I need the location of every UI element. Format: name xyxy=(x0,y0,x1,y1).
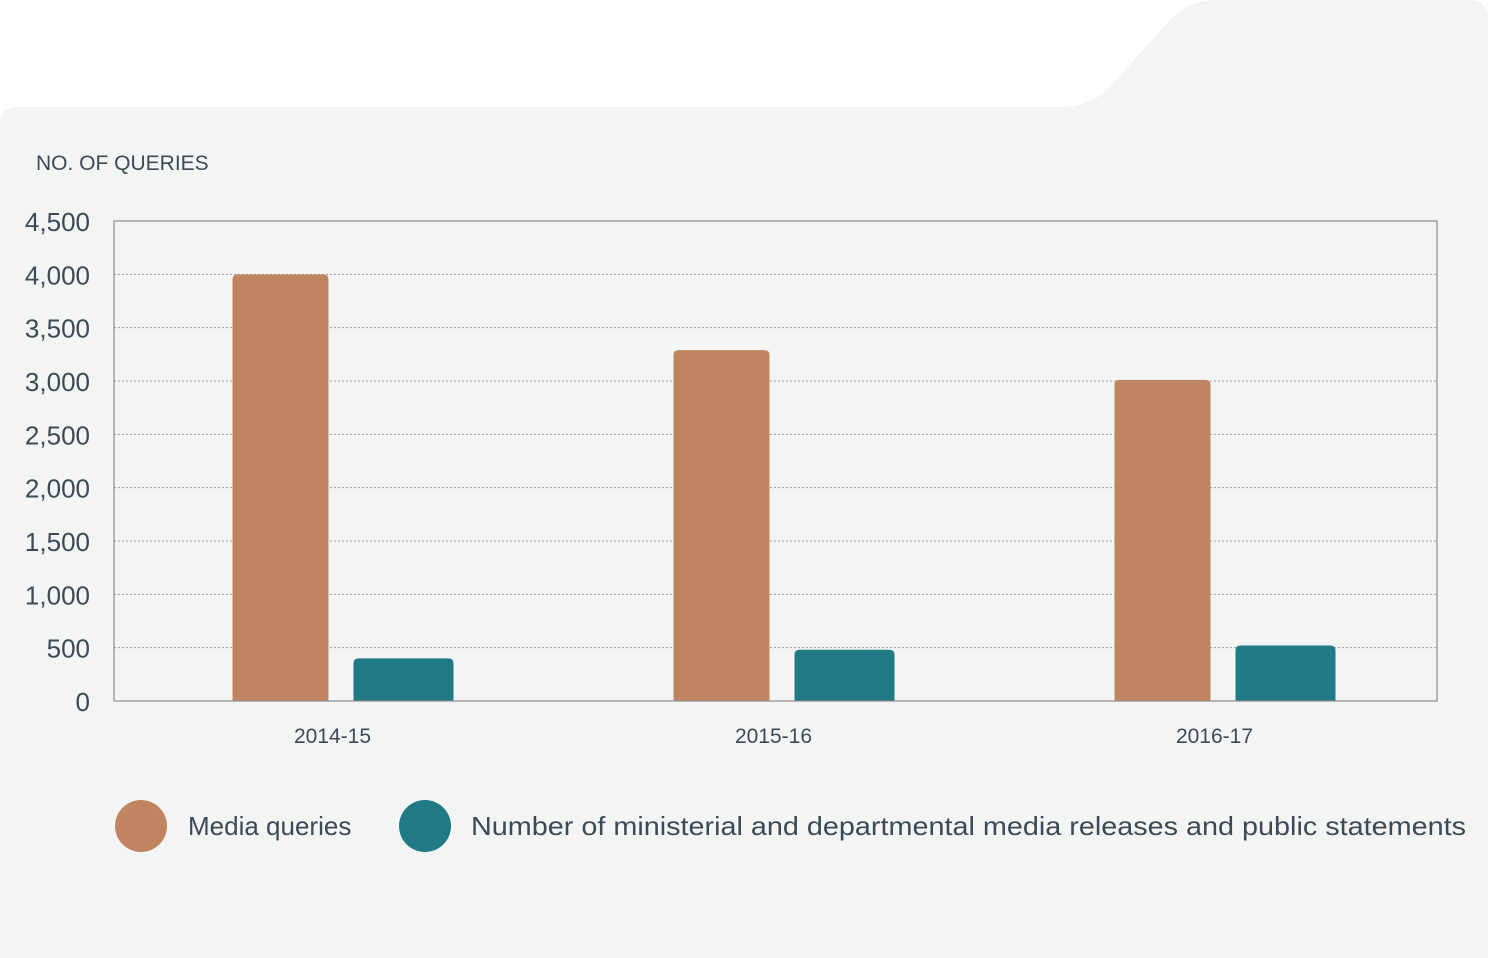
bar-media-queries xyxy=(232,274,329,701)
legend-swatch-media-queries xyxy=(115,800,167,852)
bar-media-releases xyxy=(1235,645,1336,701)
y-tick-label: 2,500 xyxy=(25,420,90,450)
bar-media-releases xyxy=(353,658,454,701)
grid-lines xyxy=(114,273,1437,649)
x-tick-labels: 2014-15 2015-16 2016-17 xyxy=(294,725,1253,748)
y-tick-labels: 0 500 1,000 1,500 2,000 2,500 3,000 3,500 4,000 4… xyxy=(25,207,90,717)
x-tick-label: 2015-16 xyxy=(735,725,812,748)
bars xyxy=(232,274,1336,701)
y-tick-label: 4,500 xyxy=(25,207,90,237)
y-tick-label: 1,000 xyxy=(25,580,90,610)
y-tick-label: 1,500 xyxy=(25,527,90,557)
bar-media-releases xyxy=(794,649,895,701)
bar-media-queries xyxy=(1114,379,1211,701)
y-tick-label: 3,000 xyxy=(25,367,90,397)
legend-swatch-media-releases xyxy=(399,800,451,852)
y-tick-label: 2,000 xyxy=(25,474,90,504)
y-tick-label: 3,500 xyxy=(25,314,90,344)
legend-label-media-queries: Media queries xyxy=(188,811,351,841)
y-tick-label: 500 xyxy=(47,634,90,664)
plot-frame xyxy=(113,220,1438,702)
legend: Media queries Number of ministerial and … xyxy=(115,800,1466,852)
y-tick-label: 4,000 xyxy=(25,260,90,290)
x-tick-label: 2014-15 xyxy=(294,725,371,748)
x-tick-label: 2016-17 xyxy=(1176,725,1253,748)
bar-media-queries xyxy=(673,350,770,701)
y-axis-title: NO. OF QUERIES xyxy=(36,152,209,175)
legend-label-media-releases: Number of ministerial and departmental m… xyxy=(471,811,1466,841)
y-tick-label: 0 xyxy=(76,687,90,717)
